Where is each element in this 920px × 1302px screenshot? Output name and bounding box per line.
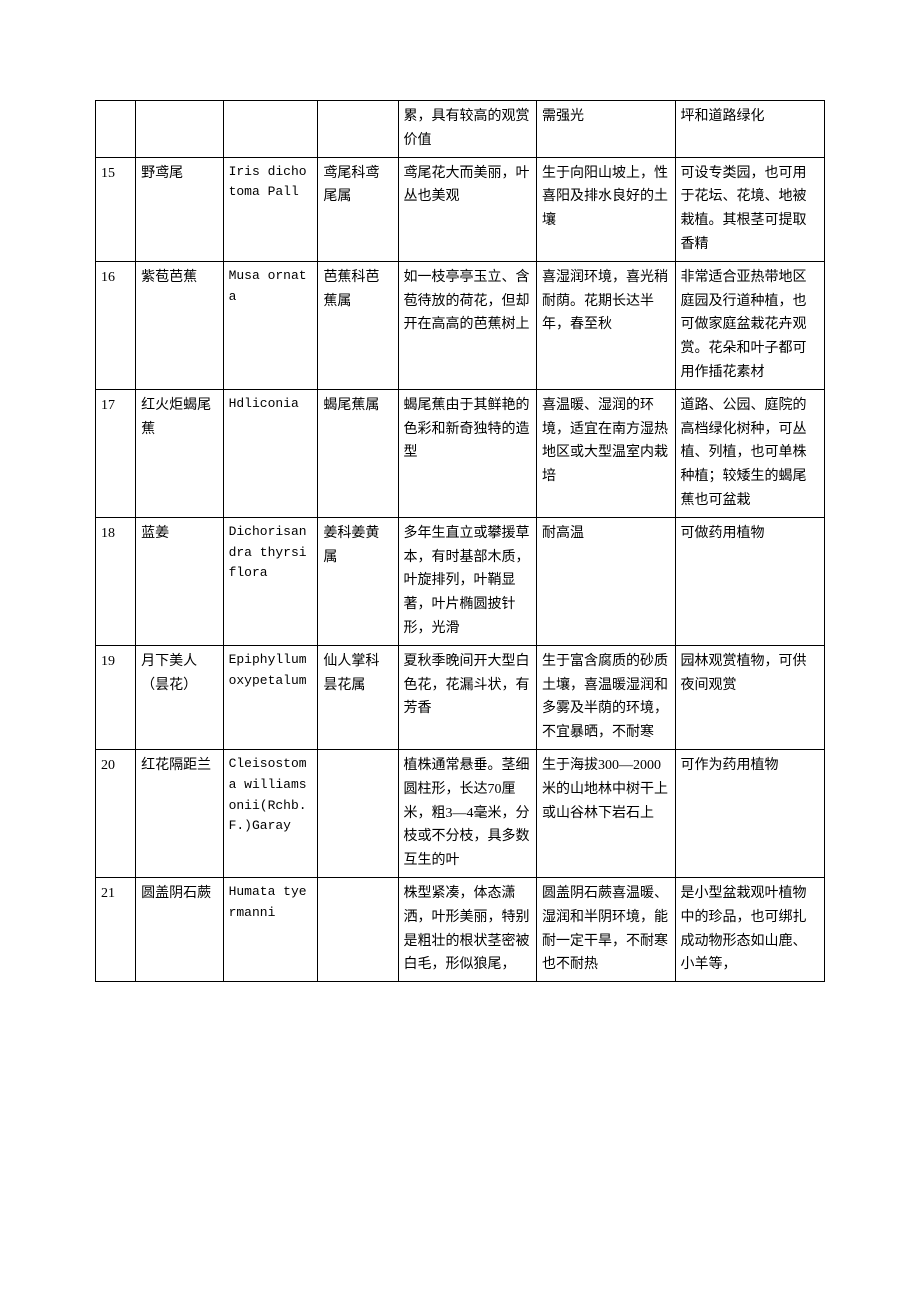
cell-hab: 生于富含腐质的砂质土壤，喜温暖湿润和多雾及半荫的环境，不宜暴晒，不耐寒: [537, 645, 676, 749]
cell-latin: Hdliconia: [223, 389, 318, 517]
cell-use: 坪和道路绿化: [675, 101, 824, 158]
cell-latin: Musa ornata: [223, 261, 318, 389]
cell-use: 道路、公园、庭院的高档绿化树种，可丛植、列植，也可单株种植；较矮生的蝎尾蕉也可盆…: [675, 389, 824, 517]
cell-hab: 圆盖阴石蕨喜温暖、湿润和半阴环境，能耐一定干旱，不耐寒也不耐热: [537, 877, 676, 981]
cell-hab: 需强光: [537, 101, 676, 158]
cell-n: 21: [96, 877, 136, 981]
table-row: 15野鸢尾Iris dichotoma Pall鸢尾科鸢尾属鸢尾花大而美丽，叶丛…: [96, 157, 825, 261]
cell-fam: 仙人掌科昙花属: [318, 645, 398, 749]
cell-latin: Humata tyermanni: [223, 877, 318, 981]
cell-n: 19: [96, 645, 136, 749]
cell-cn: 红火炬蝎尾蕉: [136, 389, 223, 517]
cell-use: 可作为药用植物: [675, 749, 824, 877]
cell-latin: Dichorisandra thyrsiflora: [223, 517, 318, 645]
cell-n: 20: [96, 749, 136, 877]
table-row: 16紫苞芭蕉Musa ornata芭蕉科芭蕉属如一枝亭亭玉立、含苞待放的荷花，但…: [96, 261, 825, 389]
cell-latin: [223, 101, 318, 158]
cell-cn: 月下美人（昙花）: [136, 645, 223, 749]
cell-fam: [318, 101, 398, 158]
cell-use: 园林观赏植物，可供夜间观赏: [675, 645, 824, 749]
cell-use: 非常适合亚热带地区庭园及行道种植，也可做家庭盆栽花卉观赏。花朵和叶子都可用作插花…: [675, 261, 824, 389]
cell-cn: 紫苞芭蕉: [136, 261, 223, 389]
cell-desc: 如一枝亭亭玉立、含苞待放的荷花，但却开在高高的芭蕉树上: [398, 261, 537, 389]
cell-n: [96, 101, 136, 158]
cell-cn: 圆盖阴石蕨: [136, 877, 223, 981]
cell-cn: 野鸢尾: [136, 157, 223, 261]
cell-latin: Cleisostoma williamsonii(Rchb.F.)Garay: [223, 749, 318, 877]
cell-cn: 蓝姜: [136, 517, 223, 645]
table-row: 19月下美人（昙花）Epiphyllum oxypetalum仙人掌科昙花属夏秋…: [96, 645, 825, 749]
cell-fam: [318, 877, 398, 981]
cell-desc: 植株通常悬垂。茎细圆柱形，长达70厘米，粗3—4毫米，分枝或不分枝，具多数互生的…: [398, 749, 537, 877]
cell-hab: 喜湿润环境，喜光稍耐荫。花期长达半年，春至秋: [537, 261, 676, 389]
cell-use: 可做药用植物: [675, 517, 824, 645]
cell-hab: 生于向阳山坡上，性喜阳及排水良好的土壤: [537, 157, 676, 261]
cell-use: 可设专类园，也可用于花坛、花境、地被栽植。其根茎可提取香精: [675, 157, 824, 261]
cell-cn: [136, 101, 223, 158]
cell-n: 16: [96, 261, 136, 389]
cell-latin: Epiphyllum oxypetalum: [223, 645, 318, 749]
cell-hab: 生于海拔300—2000米的山地林中树干上或山谷林下岩石上: [537, 749, 676, 877]
cell-fam: 芭蕉科芭蕉属: [318, 261, 398, 389]
cell-desc: 蝎尾蕉由于其鲜艳的色彩和新奇独特的造型: [398, 389, 537, 517]
cell-desc: 鸢尾花大而美丽，叶丛也美观: [398, 157, 537, 261]
cell-hab: 喜温暖、湿润的环境，适宜在南方湿热地区或大型温室内栽培: [537, 389, 676, 517]
cell-fam: [318, 749, 398, 877]
table-row: 21圆盖阴石蕨Humata tyermanni 株型紧凑，体态潇洒，叶形美丽，特别…: [96, 877, 825, 981]
cell-desc: 夏秋季晚间开大型白色花，花漏斗状，有芳香: [398, 645, 537, 749]
table-row: 累，具有较高的观赏价值需强光坪和道路绿化: [96, 101, 825, 158]
table-row: 18蓝姜Dichorisandra thyrsiflora姜科姜黄属多年生直立或…: [96, 517, 825, 645]
cell-fam: 蝎尾蕉属: [318, 389, 398, 517]
cell-desc: 株型紧凑，体态潇洒，叶形美丽，特别是粗壮的根状茎密被白毛，形似狼尾，: [398, 877, 537, 981]
cell-latin: Iris dichotoma Pall: [223, 157, 318, 261]
cell-n: 17: [96, 389, 136, 517]
cell-hab: 耐高温: [537, 517, 676, 645]
cell-cn: 红花隔距兰: [136, 749, 223, 877]
cell-use: 是小型盆栽观叶植物中的珍品，也可绑扎成动物形态如山鹿、小羊等，: [675, 877, 824, 981]
plant-table: 累，具有较高的观赏价值需强光坪和道路绿化15野鸢尾Iris dichotoma …: [95, 100, 825, 982]
table-row: 17红火炬蝎尾蕉Hdliconia蝎尾蕉属蝎尾蕉由于其鲜艳的色彩和新奇独特的造型…: [96, 389, 825, 517]
table-row: 20红花隔距兰Cleisostoma williamsonii(Rchb.F.)…: [96, 749, 825, 877]
cell-n: 15: [96, 157, 136, 261]
cell-fam: 鸢尾科鸢尾属: [318, 157, 398, 261]
cell-desc: 累，具有较高的观赏价值: [398, 101, 537, 158]
cell-desc: 多年生直立或攀援草本，有时基部木质，叶旋排列，叶鞘显著，叶片椭圆披针形，光滑: [398, 517, 537, 645]
cell-fam: 姜科姜黄属: [318, 517, 398, 645]
cell-n: 18: [96, 517, 136, 645]
